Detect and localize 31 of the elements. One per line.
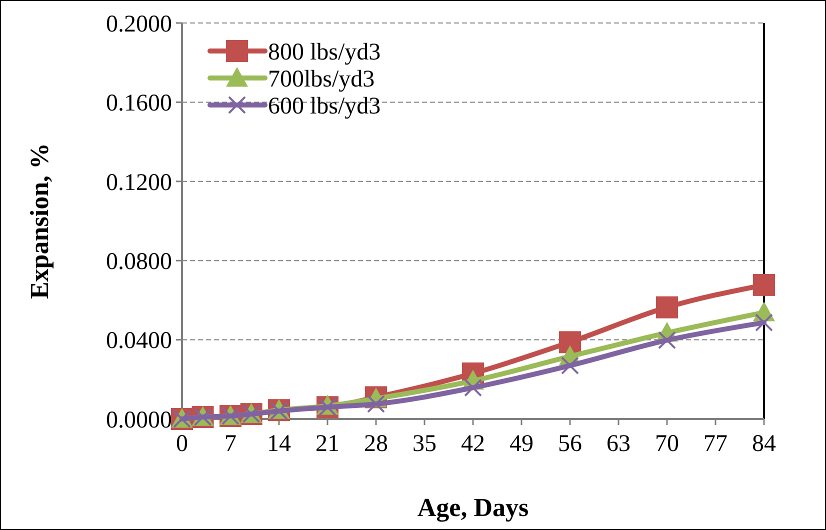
- point: [658, 331, 676, 350]
- y-axis-title: Expansion, %: [25, 142, 54, 300]
- point: [755, 314, 773, 332]
- x-tick-label: 7: [224, 431, 236, 457]
- y-tick-label: 0.0800: [106, 249, 172, 275]
- legend-label: 700lbs/yd3: [268, 66, 375, 92]
- y-tick-label: 0.0400: [106, 328, 172, 354]
- y-tick-label: 0.2000: [106, 11, 172, 38]
- x-tick-label: 56: [558, 431, 582, 457]
- x-tick-label: 70: [655, 431, 679, 457]
- y-tick-label: 0.0000: [106, 407, 172, 434]
- x-tick-label: 35: [412, 431, 436, 457]
- x-tick-label: 77: [704, 431, 728, 457]
- y-tick-label: 0.1200: [106, 170, 172, 196]
- y-tick-label: 0.1600: [106, 90, 172, 117]
- point: [464, 378, 482, 397]
- x-tick-label: 84: [752, 431, 776, 457]
- point: [656, 296, 678, 318]
- x-tick-label: 21: [316, 431, 340, 457]
- x-tick-label: 28: [364, 431, 388, 457]
- legend-label: 800 lbs/yd3: [268, 39, 381, 66]
- x-tick-label: 49: [510, 431, 534, 457]
- point: [561, 356, 579, 375]
- point: [559, 331, 581, 354]
- x-axis-title: Age, Days: [417, 493, 529, 522]
- x-tick-label: 0: [176, 431, 188, 457]
- x-tick-label: 63: [606, 431, 630, 457]
- x-tick-label: 14: [267, 431, 291, 457]
- x-tick-label: 42: [461, 431, 485, 457]
- legend-label: 600 lbs/yd3: [268, 93, 381, 120]
- point: [753, 274, 775, 296]
